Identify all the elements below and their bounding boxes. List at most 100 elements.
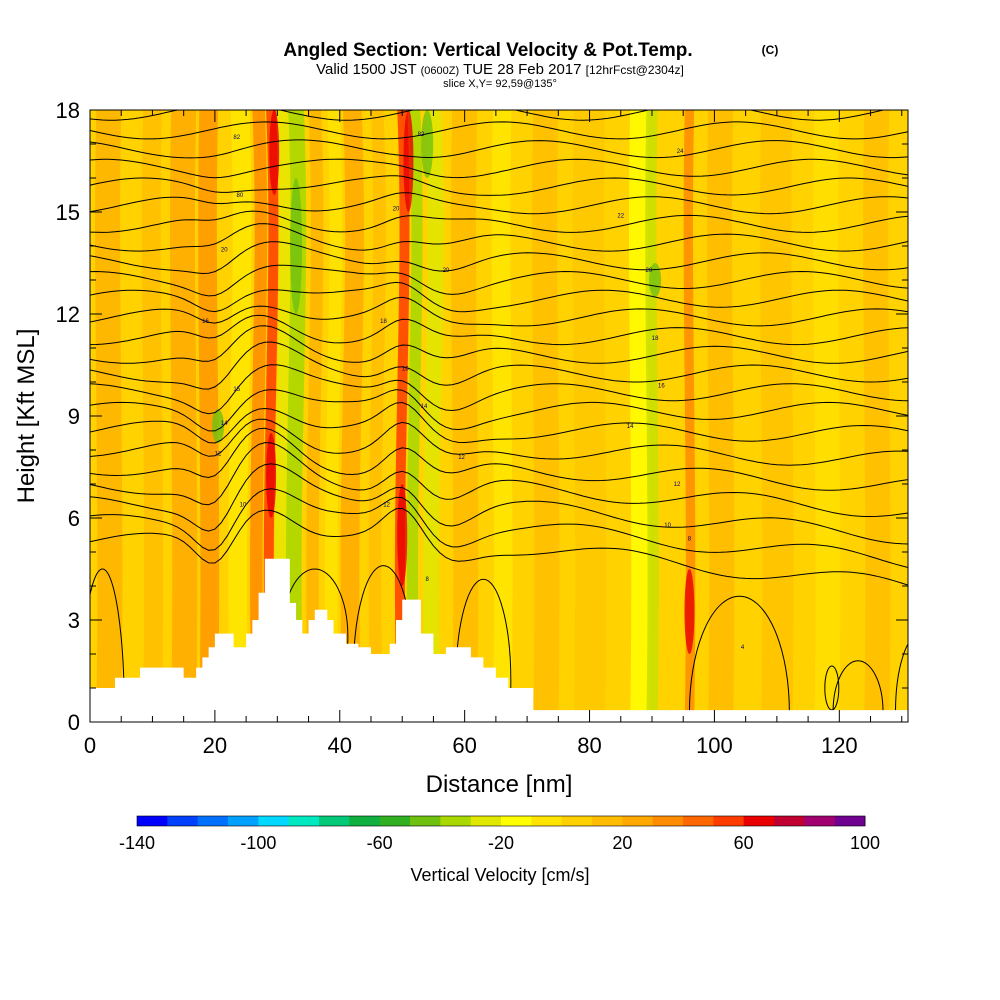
- contour-label: 12: [674, 482, 681, 488]
- velocity-streak: [406, 110, 423, 722]
- velocity-streak: [532, 110, 560, 722]
- y-tick-label: 15: [56, 200, 80, 225]
- contour-label: 82: [233, 135, 240, 141]
- contour-label: 20: [443, 268, 450, 274]
- contour-label: 82: [418, 132, 425, 138]
- contour-label: 20: [221, 247, 228, 253]
- contour-label: 16: [658, 383, 665, 389]
- colorbar-tick-label: 60: [734, 833, 754, 853]
- updraft-core: [403, 110, 414, 212]
- contour-label: 20: [393, 207, 400, 213]
- isentrope-line: [90, 341, 908, 390]
- isentrope-line: [90, 264, 908, 297]
- isentrope-line: [90, 192, 908, 215]
- isentrope-line: [90, 121, 908, 140]
- subtitle-utc: (0600Z): [421, 65, 460, 77]
- downdraft-core: [649, 263, 662, 297]
- colorbar-tick-label: -100: [240, 833, 276, 853]
- colorbar-swatch: [379, 816, 411, 826]
- contour-label: 16: [202, 319, 209, 325]
- contour-label: 80: [237, 193, 244, 199]
- subtitle-fcst: [12hrFcst@2304z]: [586, 63, 684, 77]
- colorbar-swatch: [228, 816, 259, 826]
- velocity-streak: [707, 110, 735, 722]
- colorbar-swatch: [531, 816, 563, 826]
- colorbar-swatch: [167, 816, 199, 826]
- updraft-core: [269, 110, 280, 195]
- colorbar-swatch: [622, 816, 654, 826]
- isentrope-line: [90, 223, 908, 252]
- colorbar-swatch: [561, 816, 593, 826]
- velocity-streak: [760, 110, 794, 722]
- colorbar-swatch: [743, 816, 775, 826]
- colorbar-swatch: [683, 816, 714, 826]
- isentrope-line: [90, 325, 908, 364]
- colorbar-swatch: [410, 816, 441, 826]
- velocity-streak: [170, 110, 198, 722]
- colorbar-swatch: [440, 816, 472, 826]
- colorbar-swatch: [470, 816, 502, 826]
- x-tick-label: 60: [452, 733, 476, 758]
- y-tick-label: 9: [68, 404, 80, 429]
- x-tick-label: 80: [577, 733, 601, 758]
- isentrope-line: [90, 110, 886, 121]
- colorbar-tick-label: 100: [850, 833, 880, 853]
- terrain-mask: [90, 558, 908, 722]
- isentrope-loop: [824, 665, 840, 711]
- y-tick-label: 6: [68, 506, 80, 531]
- contour-label: 14: [627, 424, 634, 430]
- colorbar-swatch: [834, 816, 866, 826]
- contour-label: 8: [426, 577, 430, 583]
- velocity-streak: [423, 110, 444, 722]
- velocity-streak: [451, 110, 479, 722]
- contour-label: 12: [215, 451, 222, 457]
- updraft-core: [684, 569, 695, 654]
- contour-label: 14: [421, 404, 428, 410]
- contour-label: 18: [380, 319, 387, 325]
- colorbar-swatch: [319, 816, 350, 826]
- isentrope-line: [90, 314, 908, 346]
- contour-label: 15: [233, 387, 240, 393]
- chart-subtitle: Valid 1500 JST (0600Z) TUE 28 Feb 2017 […: [316, 61, 684, 78]
- contour-label: 12: [383, 502, 390, 508]
- colorbar-label: Vertical Velocity [cm/s]: [410, 865, 589, 885]
- slice-label: slice X,Y= 92,59@135°: [443, 78, 557, 90]
- isentrope-line: [90, 507, 908, 586]
- velocity-streak: [863, 110, 891, 722]
- velocity-streak: [645, 110, 659, 722]
- velocity-streak: [683, 110, 696, 722]
- subtitle-date: TUE 28 Feb 2017: [463, 61, 581, 78]
- colorbar: [136, 815, 866, 827]
- contour-label: 24: [677, 149, 684, 155]
- colorbar-tick-label: -140: [119, 833, 155, 853]
- contour-label: 16: [402, 366, 409, 372]
- colorbar-swatch: [137, 816, 168, 826]
- x-tick-label: 100: [696, 733, 733, 758]
- isentrope-line: [90, 427, 908, 491]
- isentrope-line: [90, 488, 908, 568]
- isentrope-line: [90, 401, 908, 444]
- velocity-streak: [340, 110, 364, 722]
- colorbar-swatch: [501, 816, 532, 826]
- isentrope-line: [90, 418, 908, 466]
- isentrope-line: [90, 210, 908, 233]
- y-tick-label: 0: [68, 710, 80, 735]
- colorbar-swatch: [652, 816, 684, 826]
- isentrope-line: [90, 175, 908, 196]
- colorbar-swatch: [592, 816, 623, 826]
- contour-label: 14: [221, 421, 228, 427]
- velocity-streak: [572, 110, 607, 722]
- contour-label: 10: [664, 523, 671, 529]
- y-tick-label: 12: [56, 302, 80, 327]
- isentrope-line: [90, 463, 908, 545]
- contour-label: 8: [688, 536, 692, 542]
- contour-label: 20: [646, 268, 653, 274]
- isentrope-line: [90, 389, 908, 432]
- x-tick-label: 120: [821, 733, 858, 758]
- velocity-streak: [228, 110, 252, 722]
- plot-area: 82 80 20 16 15 14 12 10 82 20 20 18 16 14 12 12 8 24 22 20 1…: [90, 110, 908, 722]
- isentrope-line: [90, 442, 908, 517]
- colorbar-frame: [136, 815, 866, 827]
- contour-label: 12: [458, 455, 465, 461]
